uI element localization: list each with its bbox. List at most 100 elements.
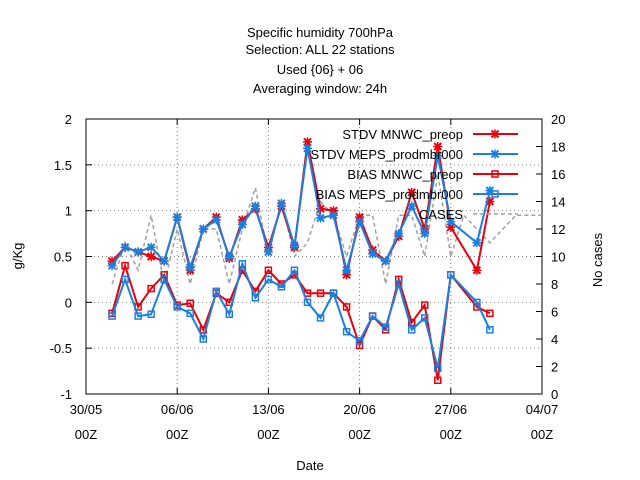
data-point [447,271,455,279]
data-point [159,256,169,266]
data-point [407,187,417,197]
data-point [146,252,156,261]
y-tick-label: -0.5 [50,341,72,356]
data-point [198,224,208,234]
legend-label: STDV MEPS_prodmbr000 [311,147,463,162]
legend-item: CASES [419,207,518,222]
data-point [108,312,116,320]
data-point [121,261,129,270]
x-tick-label: 00Z [257,427,279,442]
data-point [264,266,273,274]
data-point [433,142,443,151]
data-point [263,247,273,257]
x-tick-label: 00Z [531,427,553,442]
axis-ticks: 30/05 00Z 06/06 00Z 13/06 00Z 20/06 00Z 27/06 00Z… [50,112,566,442]
x-axis-label: Date [296,458,323,473]
y-tick-label: 1 [65,204,72,219]
title-line-3: Used {06} + 06 [277,62,363,77]
y2-tick-label: 18 [551,140,565,155]
data-point [238,260,247,268]
title-line-4: Averaging window: 24h [253,81,387,96]
x-tick-label: 04/07 [526,402,559,417]
x-tick-label: 20/06 [343,402,376,417]
data-point [302,143,312,153]
legend-item: BIAS MNWC_preop [347,167,518,182]
data-point [394,229,404,239]
data-point [407,201,417,211]
y2-tick-label: 14 [551,195,565,210]
data-point [420,314,429,322]
y-axis-label: g/Kg [10,243,25,270]
data-point [146,242,156,252]
legend-label: STDV MNWC_preop [342,127,463,142]
legend: STDV MNWC_preop STDV MEPS_prodmbr000 BIAS … [311,127,518,222]
legend-item: STDV MEPS_prodmbr000 [311,147,518,162]
data-point [420,301,429,309]
x-tick-label: 27/06 [435,402,468,417]
series-STDV MEPS_prodmbr000 [107,143,495,275]
data-point [434,364,442,373]
data-point [316,314,325,322]
data-point [185,263,195,272]
data-point [329,210,339,220]
data-point [316,213,326,223]
legend-item: STDV MNWC_preop [342,127,518,142]
y2-tick-label: 10 [551,250,565,265]
data-point [355,337,364,345]
y2-tick-label: 12 [551,222,565,237]
legend-marker [490,149,500,159]
chart-title: Specific humidity 700hPa Selection: ALL … [245,25,395,96]
data-point [302,137,312,147]
series-line [111,262,491,381]
data-point [147,310,155,318]
title-line-1: Specific humidity 700hPa [247,25,394,40]
grid-lines [86,119,542,394]
y-tick-label: 0.5 [54,250,72,265]
data-point [407,326,416,334]
data-point [342,265,352,275]
legend-marker [490,129,500,139]
data-point [237,219,247,229]
y2-tick-label: 6 [551,305,558,320]
data-point [420,229,430,239]
title-line-2: Selection: ALL 22 stations [245,42,395,57]
y2-tick-label: 8 [551,277,558,292]
data-point [303,298,312,307]
data-point [355,341,364,350]
x-tick-label: 00Z [166,427,188,442]
y2-tick-label: 2 [551,360,558,375]
x-tick-label: 13/06 [252,402,285,417]
series-BIAS MEPS_prodmbr000 [108,260,494,373]
data-point [186,299,194,307]
y2-tick-label: 16 [551,167,565,182]
data-point [120,242,130,252]
data-point [276,198,286,208]
data-point [211,215,221,225]
data-point [224,252,234,261]
data-point [316,289,325,297]
data-point [199,335,208,343]
data-point [107,261,117,271]
data-point [486,309,494,318]
data-point [433,151,443,161]
y-tick-label: -1 [60,387,72,402]
legend-label: BIAS MNWC_preop [347,167,463,182]
data-point [342,303,351,311]
data-point [212,287,221,296]
data-point [133,247,143,257]
data-point [355,217,365,227]
y2-tick-label: 4 [551,332,558,347]
data-point [251,294,260,302]
y2-tick-label: 0 [551,387,558,402]
y-tick-label: 1.5 [54,158,72,173]
data-point [394,280,403,288]
x-tick-label: 30/05 [70,402,103,417]
data-point [368,249,378,259]
data-point [225,310,234,318]
data-point [289,241,299,250]
data-point [277,283,286,291]
x-tick-label: 00Z [440,427,462,442]
y2-tick-label: 20 [551,112,565,127]
data-point [329,289,338,297]
